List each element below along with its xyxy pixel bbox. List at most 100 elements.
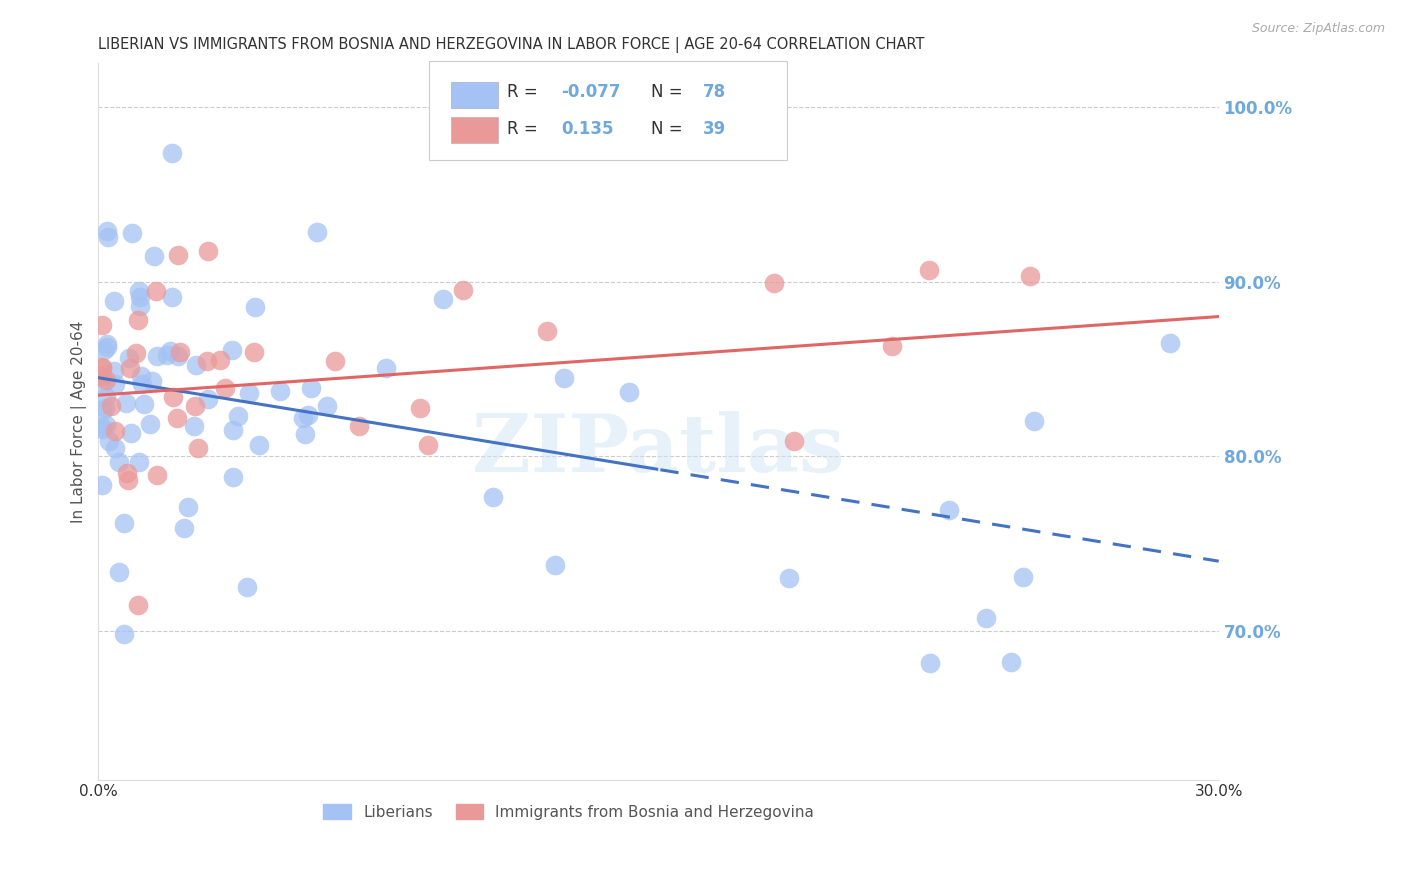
Point — [146, 467, 169, 482]
Point — [91, 360, 114, 375]
Point — [167, 349, 190, 363]
Point — [145, 285, 167, 299]
Point — [299, 381, 322, 395]
Y-axis label: In Labor Force | Age 20-64: In Labor Force | Age 20-64 — [72, 320, 87, 523]
Point — [482, 490, 505, 504]
Text: N =: N = — [651, 120, 688, 138]
Point — [917, 263, 939, 277]
Point — [197, 392, 219, 406]
Point — [146, 349, 169, 363]
Point — [323, 353, 346, 368]
Point — [103, 294, 125, 309]
Point — [226, 409, 249, 423]
Point — [553, 371, 575, 385]
Point — [129, 290, 152, 304]
Point — [222, 423, 245, 437]
Point — [118, 351, 141, 365]
Point — [121, 226, 143, 240]
Point — [96, 224, 118, 238]
Point — [305, 225, 328, 239]
Point — [918, 656, 941, 670]
Point — [91, 419, 114, 434]
Text: ZIPatlas: ZIPatlas — [472, 411, 845, 489]
Point — [544, 558, 567, 572]
Point — [409, 401, 432, 415]
Point — [115, 466, 138, 480]
Point — [129, 369, 152, 384]
Point — [91, 369, 114, 384]
Point — [97, 230, 120, 244]
Point — [238, 386, 260, 401]
Point — [249, 437, 271, 451]
Point — [94, 417, 117, 432]
Point — [103, 364, 125, 378]
Point — [778, 571, 800, 585]
Point — [107, 565, 129, 579]
Point — [167, 248, 190, 262]
Point — [162, 290, 184, 304]
Point — [96, 373, 118, 387]
Point — [347, 419, 370, 434]
Point — [269, 384, 291, 398]
Point — [139, 417, 162, 431]
Point — [173, 521, 195, 535]
Point — [242, 345, 264, 359]
Point — [91, 318, 114, 332]
Point — [416, 437, 439, 451]
FancyBboxPatch shape — [451, 118, 498, 144]
Point — [245, 300, 267, 314]
Point — [94, 401, 117, 415]
Point — [294, 427, 316, 442]
Point — [221, 343, 243, 358]
Point — [91, 403, 114, 417]
Point — [316, 399, 339, 413]
Point — [104, 441, 127, 455]
Point — [1019, 268, 1042, 283]
Point — [236, 580, 259, 594]
FancyBboxPatch shape — [429, 61, 787, 160]
Text: R =: R = — [508, 83, 543, 101]
Point — [162, 390, 184, 404]
Point — [208, 352, 231, 367]
Text: Source: ZipAtlas.com: Source: ZipAtlas.com — [1251, 22, 1385, 36]
Point — [159, 343, 181, 358]
Point — [1000, 655, 1022, 669]
Point — [127, 598, 149, 612]
Point — [142, 249, 165, 263]
Point — [536, 324, 558, 338]
Point — [125, 346, 148, 360]
Point — [104, 376, 127, 391]
Point — [117, 473, 139, 487]
Text: 39: 39 — [703, 120, 727, 138]
Point — [134, 397, 156, 411]
Point — [187, 442, 209, 456]
Point — [141, 374, 163, 388]
Text: 0.135: 0.135 — [561, 120, 613, 138]
Point — [108, 455, 131, 469]
Point — [214, 381, 236, 395]
Point — [222, 470, 245, 484]
Point — [1011, 570, 1033, 584]
Point — [1159, 335, 1181, 350]
Point — [96, 337, 118, 351]
Point — [156, 348, 179, 362]
Point — [1024, 414, 1046, 428]
Point — [183, 419, 205, 434]
Point — [104, 424, 127, 438]
Point — [131, 377, 153, 392]
Point — [96, 341, 118, 355]
Point — [974, 611, 997, 625]
Point — [195, 354, 218, 368]
Text: 78: 78 — [703, 83, 727, 101]
Point — [169, 345, 191, 359]
Point — [938, 503, 960, 517]
Text: R =: R = — [508, 120, 548, 138]
FancyBboxPatch shape — [451, 81, 498, 108]
Point — [128, 299, 150, 313]
Point — [432, 293, 454, 307]
Point — [762, 276, 785, 290]
Point — [162, 146, 184, 161]
Point — [177, 500, 200, 515]
Text: LIBERIAN VS IMMIGRANTS FROM BOSNIA AND HERZEGOVINA IN LABOR FORCE | AGE 20-64 CO: LIBERIAN VS IMMIGRANTS FROM BOSNIA AND H… — [98, 37, 925, 54]
Point — [91, 477, 114, 491]
